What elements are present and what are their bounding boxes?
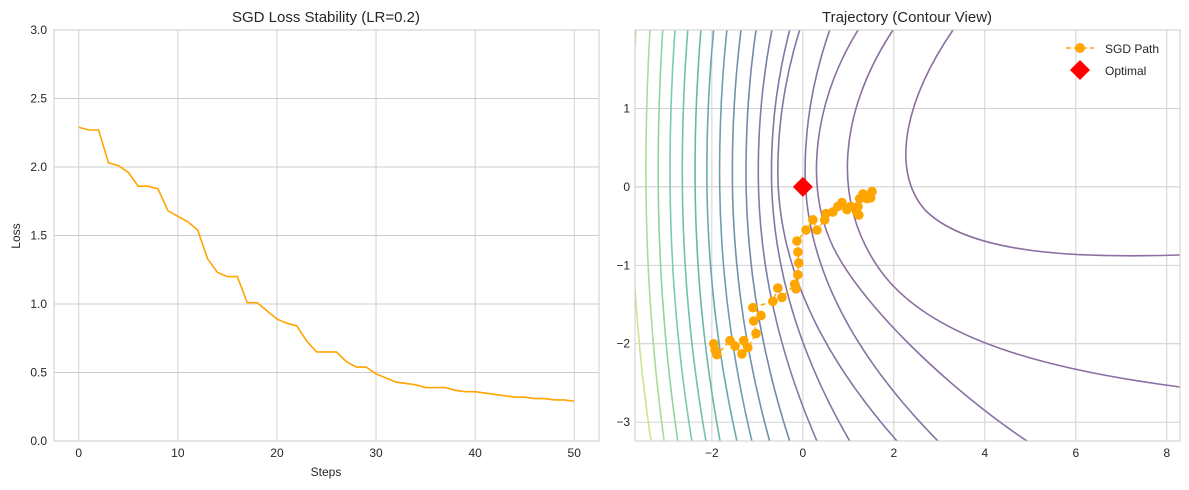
contour-y-tick-label: −1 <box>616 258 630 272</box>
contour-line <box>669 30 693 441</box>
sgd-path-point <box>793 269 803 280</box>
sgd-path-point <box>777 292 787 303</box>
loss-chart: SGD Loss Stability (LR=0.2) Steps Loss 0… <box>9 9 600 479</box>
contour-chart-title: Trajectory (Contour View) <box>822 9 992 26</box>
legend: SGD Path Optimal <box>1066 42 1159 80</box>
sgd-path-point <box>751 328 761 339</box>
sgd-path-point <box>867 186 877 197</box>
contour-line <box>745 30 791 441</box>
sgd-path-point <box>812 225 822 235</box>
loss-line <box>78 126 575 403</box>
contour-y-tick-label: 1 <box>623 101 630 115</box>
contour-x-tick-label: 8 <box>1163 446 1170 460</box>
optimal-point-diamond <box>792 176 813 197</box>
contour-x-tick-label: 6 <box>1072 446 1079 460</box>
sgd-path-point <box>743 342 753 353</box>
sgd-path-point <box>748 302 758 313</box>
sgd-path-point <box>793 258 804 268</box>
legend-sgd-label: SGD Path <box>1105 42 1159 56</box>
loss-x-tick-label: 40 <box>468 446 482 460</box>
contour-line <box>718 30 753 441</box>
loss-x-tick-label: 50 <box>568 446 582 460</box>
contour-line <box>731 30 771 441</box>
contour-line <box>757 30 818 441</box>
contour-x-tick-label: 0 <box>800 446 807 460</box>
sgd-path-point <box>837 197 847 208</box>
loss-chart-title: SGD Loss Stability (LR=0.2) <box>232 9 420 26</box>
sgd-path-point <box>791 284 801 294</box>
contour-line <box>635 30 652 441</box>
sgd-path-point <box>756 310 766 321</box>
contour-chart: Trajectory (Contour View) −2 0 2 4 6 810−1−2−… <box>616 9 1181 460</box>
loss-y-tick-label: 2.5 <box>30 92 47 106</box>
contour-line <box>706 30 738 441</box>
sgd-path-point <box>792 236 802 246</box>
sgd-path-point <box>768 296 778 307</box>
contour-plot-frame <box>634 29 1181 442</box>
loss-y-tick-label: 0.5 <box>30 366 47 380</box>
loss-x-tick-label: 30 <box>369 446 383 460</box>
contour-line <box>694 30 721 441</box>
contour-line <box>846 30 1180 388</box>
contour-x-tick-label: −2 <box>705 446 719 460</box>
contour-y-tick-label: −2 <box>616 337 630 351</box>
contour-line <box>681 30 707 441</box>
sgd-path-point <box>845 201 856 212</box>
contour-x-tick-label: 4 <box>981 446 988 460</box>
sgd-path-point <box>730 341 740 351</box>
contour-line <box>776 30 899 441</box>
loss-x-tick-label: 0 <box>75 446 82 460</box>
loss-x-tick-label: 10 <box>171 446 185 460</box>
contour-line <box>645 30 665 441</box>
contour-line <box>657 30 679 441</box>
contour-line <box>804 30 940 441</box>
contour-line <box>770 30 851 441</box>
sgd-path-point <box>793 247 803 257</box>
sgd-path-point <box>773 283 783 293</box>
loss-y-axis-label: Loss <box>9 223 23 248</box>
contour-x-tick-label: 2 <box>891 446 898 460</box>
contour-line <box>815 30 1028 441</box>
loss-x-tick-label: 20 <box>270 446 284 460</box>
sgd-path-point <box>738 335 749 346</box>
legend-optimal-diamond-icon <box>1070 60 1090 80</box>
contour-line <box>905 30 1180 257</box>
contour-y-tick-label: −3 <box>616 415 630 429</box>
loss-y-tick-label: 0.0 <box>30 434 47 448</box>
contour-y-tick-label: 0 <box>623 180 630 194</box>
legend-optimal-label: Optimal <box>1105 64 1146 78</box>
sgd-path-point <box>712 349 722 360</box>
sgd-path-point <box>737 349 747 359</box>
loss-y-tick-label: 1.0 <box>30 297 47 311</box>
sgd-path-point <box>748 316 759 326</box>
legend-sgd-marker-icon <box>1075 43 1085 53</box>
sgd-path-point <box>808 215 818 225</box>
loss-y-tick-label: 1.5 <box>30 229 47 243</box>
sgd-path-point <box>801 225 811 235</box>
loss-y-tick-label: 2.0 <box>30 160 47 174</box>
loss-y-tick-label: 3.0 <box>30 23 47 37</box>
loss-plot-frame <box>53 29 600 442</box>
loss-x-axis-label: Steps <box>311 465 342 479</box>
sgd-path-point <box>853 201 863 212</box>
